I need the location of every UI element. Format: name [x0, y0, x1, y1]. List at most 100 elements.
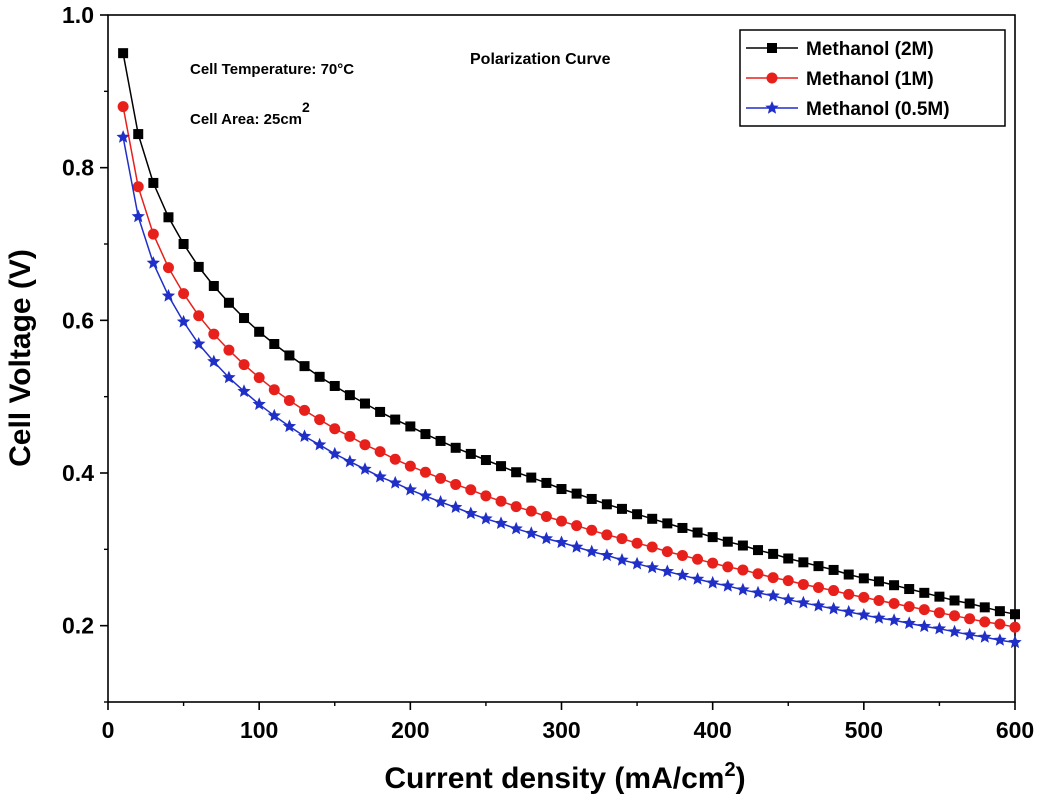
data-point: [828, 564, 839, 575]
data-point: [405, 421, 416, 432]
data-point: [918, 604, 930, 616]
data-point: [494, 516, 508, 529]
data-point: [692, 553, 704, 565]
data-point: [433, 495, 448, 508]
series-2: [116, 130, 1022, 649]
data-point: [404, 460, 416, 472]
data-point: [252, 397, 266, 410]
data-point: [359, 398, 370, 409]
data-point: [284, 350, 295, 361]
data-point: [888, 598, 900, 610]
data-point: [872, 611, 886, 624]
data-point: [615, 553, 629, 566]
data-point: [616, 533, 628, 545]
annotation-temperature: Cell Temperature: 70°C: [190, 61, 354, 78]
data-point: [556, 515, 567, 527]
legend: Methanol (2M) Methanol (1M) Methanol (0.5M…: [739, 29, 1006, 127]
data-point: [843, 569, 854, 580]
data-point: [904, 584, 915, 595]
x-tick-label: 0: [102, 717, 115, 743]
data-point: [222, 370, 236, 384]
data-point: [798, 557, 809, 568]
data-point: [934, 591, 945, 602]
data-point: [540, 511, 552, 523]
data-point: [163, 212, 174, 223]
data-point: [631, 537, 643, 549]
data-point: [539, 531, 553, 545]
data-point: [480, 490, 492, 502]
data-point: [796, 595, 810, 609]
data-point: [178, 288, 190, 300]
data-point: [526, 472, 537, 483]
data-point: [676, 549, 688, 561]
data-point: [887, 613, 901, 626]
data-point: [813, 561, 824, 572]
data-point: [811, 598, 826, 612]
legend-label: Methanol (0.5M): [806, 99, 950, 120]
data-point: [707, 557, 719, 569]
data-point: [465, 448, 476, 459]
data-point: [630, 556, 644, 570]
data-point: [403, 482, 417, 496]
annotation-area-text: Cell Area: 25cm: [190, 111, 302, 128]
data-point: [858, 573, 869, 584]
data-point: [964, 598, 975, 609]
data-point: [479, 511, 493, 525]
data-point: [389, 453, 401, 465]
data-point: [979, 616, 991, 628]
data-point: [902, 616, 916, 629]
data-point: [118, 48, 129, 59]
data-point: [994, 606, 1005, 617]
data-point: [706, 575, 720, 589]
x-tick-label: 300: [542, 717, 580, 743]
data-point: [737, 564, 749, 576]
data-point: [359, 439, 371, 451]
data-point: [193, 261, 204, 272]
data-point: [721, 579, 735, 592]
data-point: [586, 524, 598, 536]
data-point: [496, 461, 507, 472]
data-point: [949, 610, 961, 622]
data-point: [373, 469, 387, 483]
data-point: [162, 262, 174, 274]
data-point: [419, 466, 431, 478]
data-point: [390, 414, 401, 425]
data-point: [268, 384, 280, 396]
data-point: [752, 568, 764, 580]
data-point: [239, 313, 250, 324]
x-tick-label: 200: [391, 717, 429, 743]
data-point: [253, 372, 265, 384]
data-point: [783, 553, 794, 564]
annotation-area: Cell Area: 25cm2: [190, 99, 310, 128]
data-point: [207, 354, 221, 368]
data-point: [753, 545, 764, 556]
series-group: [116, 48, 1022, 649]
data-point: [933, 607, 945, 619]
data-point: [525, 505, 537, 517]
annotation-area-sup: 2: [302, 99, 310, 115]
data-point: [449, 500, 463, 513]
data-point: [889, 580, 900, 591]
data-point: [571, 520, 583, 532]
data-point: [420, 429, 431, 440]
x-tick-label: 600: [996, 717, 1034, 743]
data-point: [133, 129, 144, 140]
data-point: [344, 390, 355, 401]
y-tick-label: 0.4: [62, 460, 94, 486]
data-point: [675, 568, 690, 581]
data-point: [828, 585, 840, 597]
data-point: [736, 582, 750, 596]
data-point: [585, 544, 599, 558]
data-point: [208, 328, 220, 340]
data-point: [116, 130, 130, 143]
data-point: [313, 437, 327, 451]
data-point: [297, 429, 312, 442]
data-point: [645, 560, 659, 574]
series-line: [122, 136, 1016, 644]
data-point: [947, 624, 962, 638]
data-point: [616, 503, 627, 514]
data-point: [903, 601, 915, 613]
legend-marker: [765, 101, 779, 114]
data-point: [571, 488, 582, 499]
data-point: [751, 585, 765, 599]
